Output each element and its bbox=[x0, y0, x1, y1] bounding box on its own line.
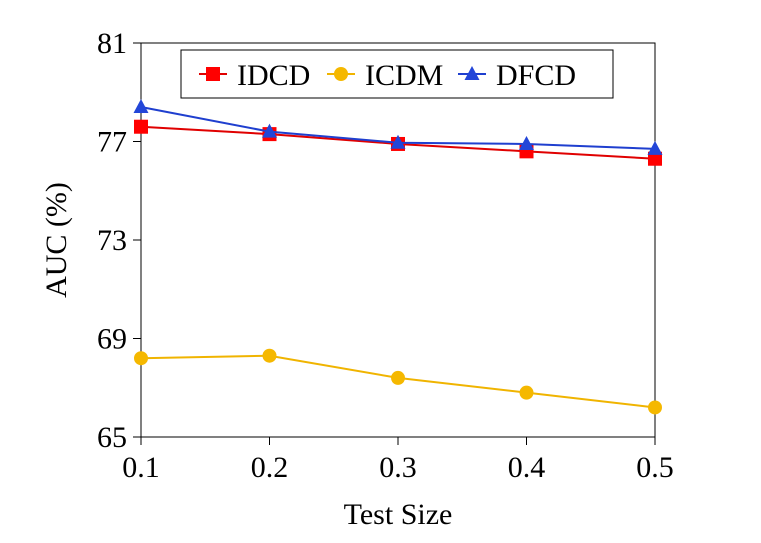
legend-label-idcd: IDCD bbox=[237, 59, 310, 92]
legend-marker-dfcd bbox=[464, 66, 480, 80]
legend-item-dfcd: DFCD bbox=[458, 59, 576, 92]
legend-item-icdm: ICDM bbox=[327, 59, 443, 92]
series-layer bbox=[133, 99, 663, 415]
icdm-point bbox=[519, 385, 534, 400]
idcd-point bbox=[648, 151, 662, 166]
y-tick-label: 77 bbox=[97, 126, 127, 159]
icdm-point bbox=[262, 348, 277, 363]
x-axis-title: Test Size bbox=[344, 498, 453, 531]
x-tick-label: 0.3 bbox=[379, 451, 417, 484]
y-axis: 65 69 73 77 81 bbox=[97, 27, 141, 454]
legend: IDCD ICDM DFCD bbox=[180, 49, 614, 99]
y-tick-label: 69 bbox=[97, 323, 127, 356]
y-tick-label: 65 bbox=[97, 421, 127, 454]
legend-label-dfcd: DFCD bbox=[496, 59, 576, 92]
legend-marker-icdm bbox=[334, 67, 348, 81]
y-axis-title: AUC (%) bbox=[40, 182, 73, 298]
dfcd-point bbox=[519, 135, 534, 150]
series-icdm bbox=[134, 348, 662, 415]
x-axis: 0.1 0.2 0.3 0.4 0.5 bbox=[122, 437, 674, 484]
dfcd-point bbox=[390, 134, 406, 149]
icdm-point bbox=[648, 400, 662, 415]
y-tick-label: 73 bbox=[97, 224, 127, 257]
legend-item-idcd: IDCD bbox=[199, 59, 310, 92]
legend-label-icdm: ICDM bbox=[365, 59, 443, 92]
series-dfcd bbox=[133, 99, 663, 155]
dfcd-point bbox=[647, 140, 663, 155]
dfcd-point bbox=[262, 123, 277, 138]
x-tick-label: 0.2 bbox=[251, 451, 289, 484]
x-tick-label: 0.4 bbox=[508, 451, 546, 484]
idcd-point bbox=[134, 119, 148, 134]
x-tick-label: 0.5 bbox=[636, 451, 674, 484]
x-tick-label: 0.1 bbox=[122, 451, 160, 484]
dfcd-point bbox=[133, 99, 149, 114]
icdm-point bbox=[391, 370, 405, 385]
y-tick-label: 81 bbox=[97, 27, 127, 60]
legend-marker-idcd bbox=[206, 67, 220, 81]
icdm-point bbox=[134, 351, 148, 366]
legend-box bbox=[180, 49, 614, 99]
